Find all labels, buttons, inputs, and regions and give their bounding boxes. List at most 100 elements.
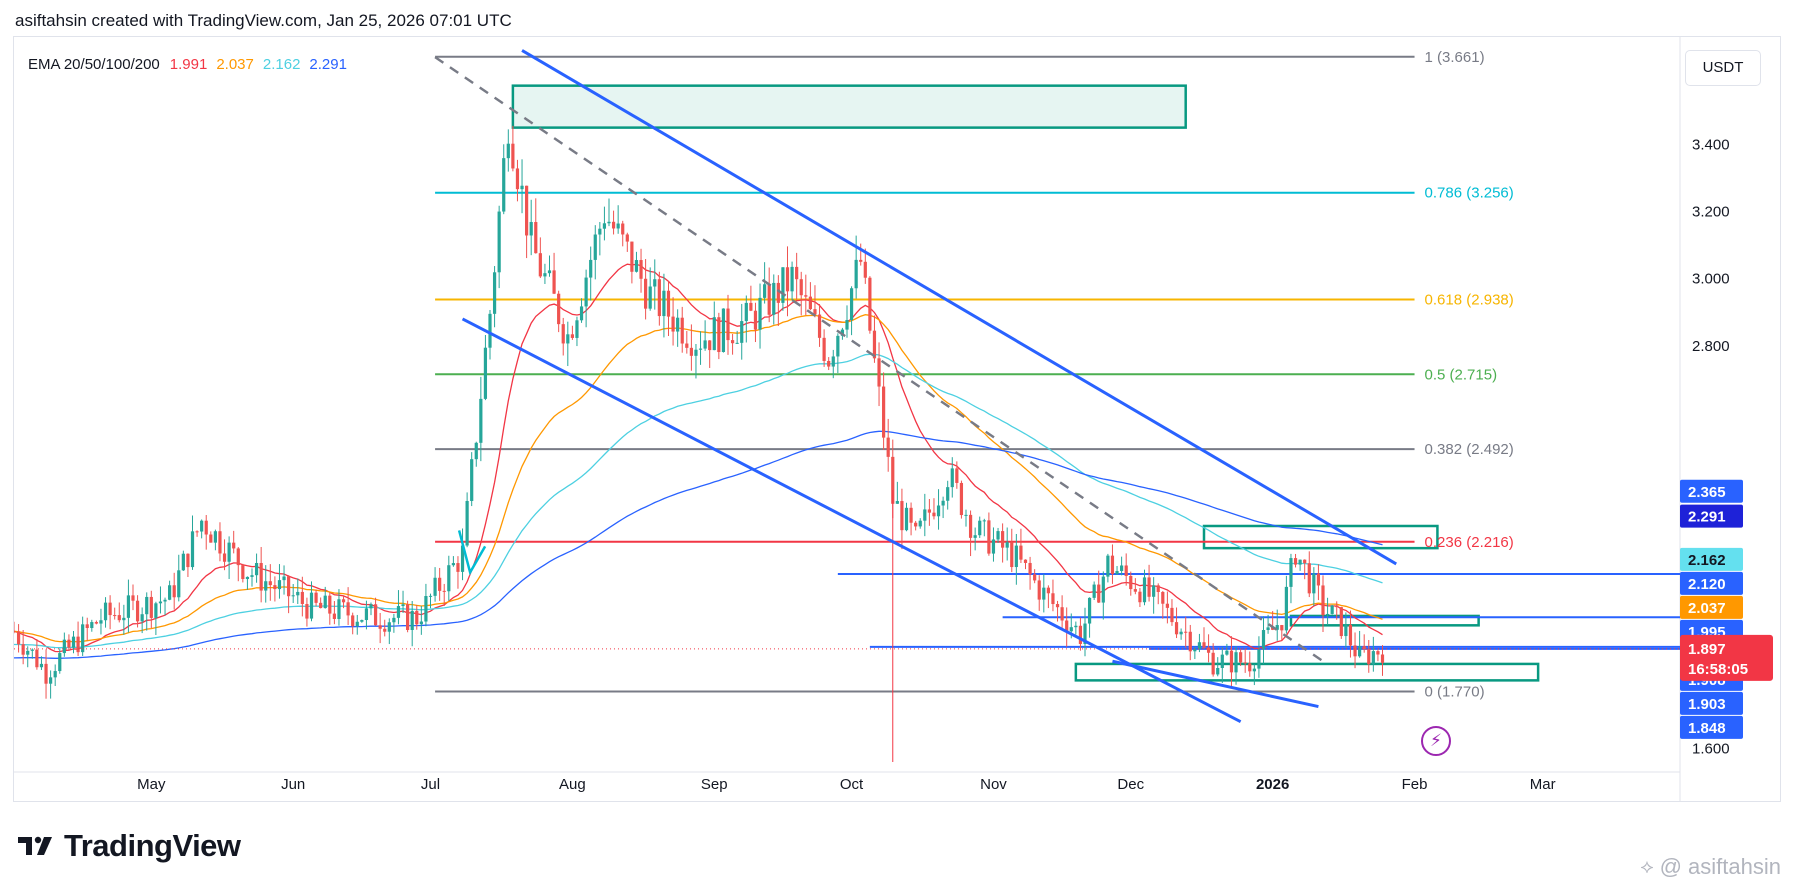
candle[interactable] <box>268 564 272 601</box>
candle[interactable] <box>90 619 94 632</box>
candle[interactable] <box>1037 575 1041 611</box>
candle[interactable] <box>438 567 442 601</box>
candle[interactable] <box>1325 597 1330 625</box>
candle[interactable] <box>21 629 25 665</box>
candle[interactable] <box>616 205 620 234</box>
candle[interactable] <box>1211 643 1215 677</box>
candle[interactable] <box>909 502 913 536</box>
candle[interactable] <box>799 271 803 316</box>
candle[interactable] <box>406 600 410 633</box>
candle[interactable] <box>730 333 735 355</box>
candle[interactable] <box>1046 585 1050 609</box>
candle[interactable] <box>456 556 460 589</box>
candle[interactable] <box>964 509 968 527</box>
candle[interactable] <box>296 578 300 604</box>
candle[interactable] <box>914 520 918 531</box>
candle[interactable] <box>566 321 570 367</box>
candle[interactable] <box>1019 528 1023 564</box>
candle[interactable] <box>1152 577 1156 614</box>
candle[interactable] <box>1142 569 1147 606</box>
candle[interactable] <box>1275 609 1279 641</box>
trendline[interactable] <box>461 317 1242 723</box>
ema-100-line[interactable] <box>14 353 1383 649</box>
candle[interactable] <box>387 618 391 645</box>
candle[interactable] <box>337 589 341 626</box>
candle[interactable] <box>547 255 552 277</box>
candle[interactable] <box>538 237 542 279</box>
candle[interactable] <box>401 590 405 613</box>
candle[interactable] <box>424 583 428 627</box>
candle[interactable] <box>1316 564 1321 601</box>
candle[interactable] <box>172 572 176 610</box>
candle[interactable] <box>1289 553 1293 604</box>
candle[interactable] <box>410 601 414 647</box>
candle[interactable] <box>676 309 680 347</box>
candle[interactable] <box>1165 591 1169 624</box>
candle[interactable] <box>1101 571 1105 620</box>
candle[interactable] <box>1380 645 1385 676</box>
candle[interactable] <box>1339 606 1343 639</box>
candle[interactable] <box>26 646 30 668</box>
candle[interactable] <box>16 624 21 653</box>
candle[interactable] <box>241 563 245 583</box>
candle[interactable] <box>1303 559 1307 580</box>
candle[interactable] <box>593 225 597 280</box>
candle[interactable] <box>863 248 867 284</box>
candle[interactable] <box>332 601 336 625</box>
candle[interactable] <box>589 246 593 301</box>
candle[interactable] <box>305 597 309 627</box>
candle[interactable] <box>1225 643 1229 656</box>
candle[interactable] <box>895 481 899 504</box>
currency-selector[interactable]: USDT <box>1685 50 1761 86</box>
candle[interactable] <box>1129 571 1133 596</box>
candle[interactable] <box>639 248 643 293</box>
candle[interactable] <box>236 547 240 582</box>
candle[interactable] <box>525 185 529 259</box>
candle[interactable] <box>982 518 986 537</box>
candle[interactable] <box>753 302 758 343</box>
candle[interactable] <box>1202 627 1206 649</box>
candle[interactable] <box>1344 612 1348 648</box>
candle[interactable] <box>1051 579 1055 612</box>
candle[interactable] <box>959 480 964 519</box>
candle[interactable] <box>763 262 767 304</box>
candle[interactable] <box>209 531 213 543</box>
candle[interactable] <box>1371 636 1375 672</box>
candle[interactable] <box>726 294 730 355</box>
candle[interactable] <box>973 527 977 551</box>
candle[interactable] <box>644 258 648 320</box>
candle[interactable] <box>71 630 76 654</box>
candle[interactable] <box>611 210 616 235</box>
candle[interactable] <box>355 614 359 635</box>
candle[interactable] <box>680 306 684 353</box>
candle[interactable] <box>213 529 217 551</box>
candle[interactable] <box>218 522 222 562</box>
candle[interactable] <box>415 604 419 630</box>
candle[interactable] <box>987 512 991 556</box>
candle[interactable] <box>1248 651 1252 677</box>
candle[interactable] <box>186 553 190 577</box>
candle[interactable] <box>1147 564 1151 602</box>
candle[interactable] <box>1184 616 1188 648</box>
candle[interactable] <box>259 546 263 603</box>
candle[interactable] <box>1005 527 1009 561</box>
candle[interactable] <box>1376 649 1380 662</box>
candle[interactable] <box>561 317 565 356</box>
supply-demand-zone[interactable] <box>1202 524 1439 550</box>
candle[interactable] <box>1229 636 1234 687</box>
candle[interactable] <box>163 597 167 616</box>
candle[interactable] <box>465 492 469 548</box>
candle[interactable] <box>126 579 131 633</box>
candle[interactable] <box>39 656 44 670</box>
candle[interactable] <box>1174 607 1179 639</box>
candle[interactable] <box>790 261 794 301</box>
candle[interactable] <box>1348 610 1353 658</box>
candle[interactable] <box>721 308 726 353</box>
candle[interactable] <box>630 241 634 284</box>
candle[interactable] <box>1335 601 1339 620</box>
candle[interactable] <box>314 589 318 607</box>
candle[interactable] <box>868 276 872 334</box>
candle[interactable] <box>520 159 524 214</box>
candle[interactable] <box>584 269 588 328</box>
ema-legend-title[interactable]: EMA 20/50/100/200 <box>28 56 160 73</box>
